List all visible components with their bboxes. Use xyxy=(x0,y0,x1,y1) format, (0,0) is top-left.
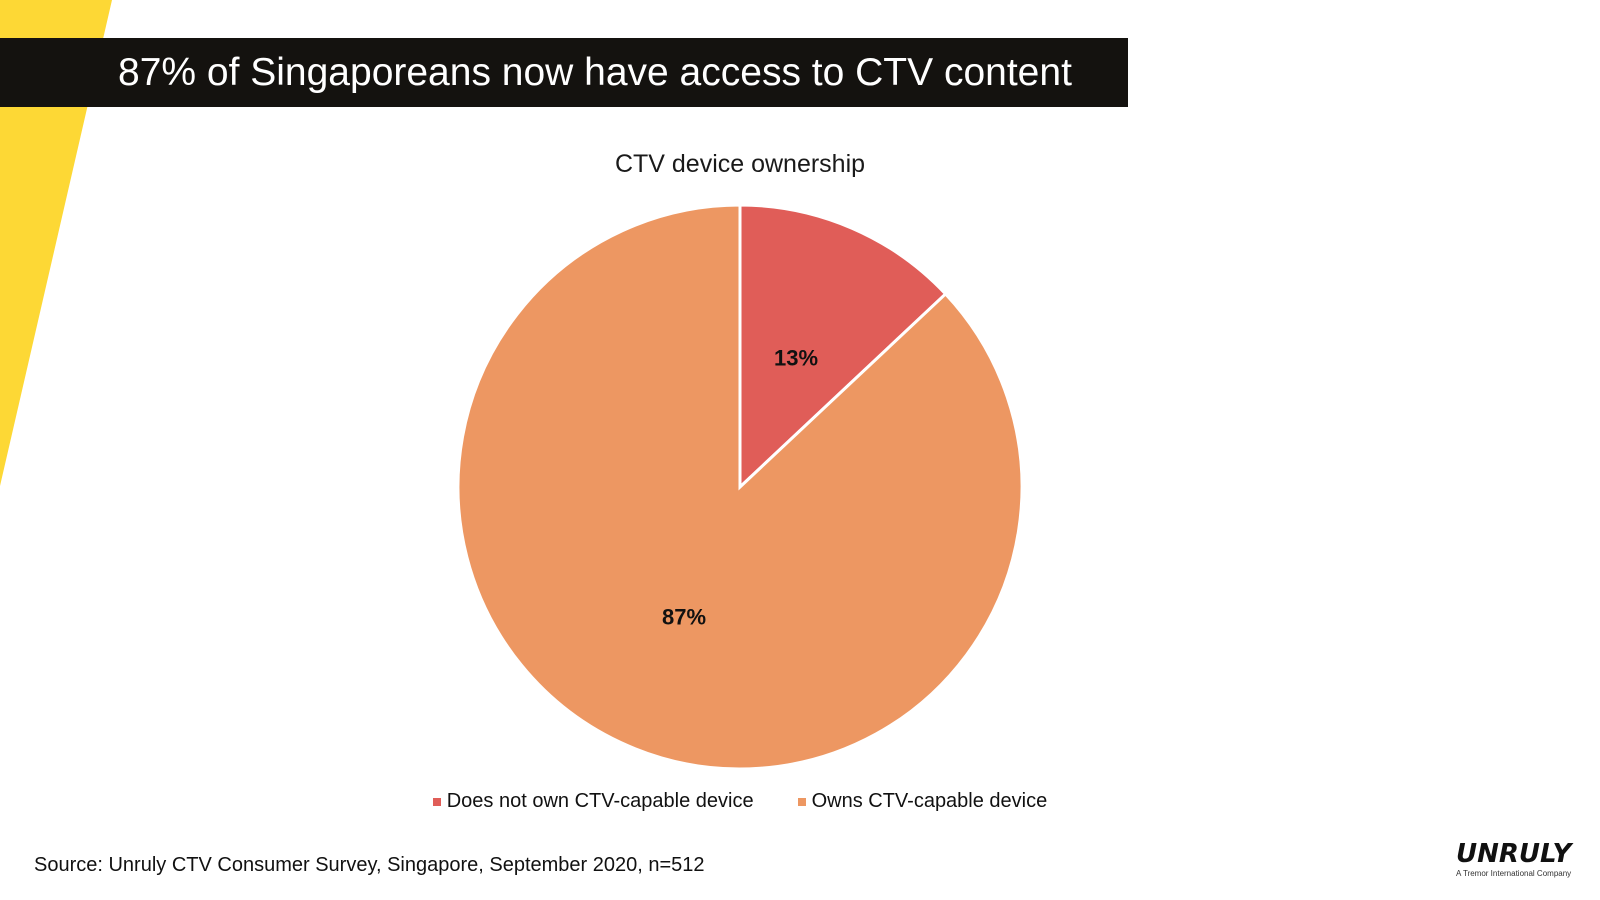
pie-slice-not-own xyxy=(738,203,948,491)
legend-swatch-not-own xyxy=(432,797,441,806)
title-bar: 87% of Singaporeans now have access to C… xyxy=(0,38,1128,107)
logo-tagline: A Tremor International Company xyxy=(1456,869,1572,878)
legend-item-not-own: Does not own CTV-capable device xyxy=(432,790,754,813)
legend-item-owns: Owns CTV-capable device xyxy=(797,790,1048,813)
legend-label-not-own: Does not own CTV-capable device xyxy=(446,790,754,812)
chart-legend: Does not own CTV-capable device Owns CTV… xyxy=(0,790,1480,813)
unruly-logo: UNRULY A Tremor International Company xyxy=(1456,840,1576,879)
pie-label-owns: 87% xyxy=(662,604,706,629)
legend-label-owns: Owns CTV-capable device xyxy=(811,790,1048,812)
page-title: 87% of Singaporeans now have access to C… xyxy=(118,51,1072,94)
pie-slice-owns xyxy=(456,203,1024,771)
logo-wordmark: UNRULY xyxy=(1456,839,1572,869)
chart-title: CTV device ownership xyxy=(614,150,866,178)
legend-swatch-owns xyxy=(797,797,806,806)
source-note: Source: Unruly CTV Consumer Survey, Sing… xyxy=(34,854,705,876)
pie-label-not-own: 13% xyxy=(774,346,818,371)
